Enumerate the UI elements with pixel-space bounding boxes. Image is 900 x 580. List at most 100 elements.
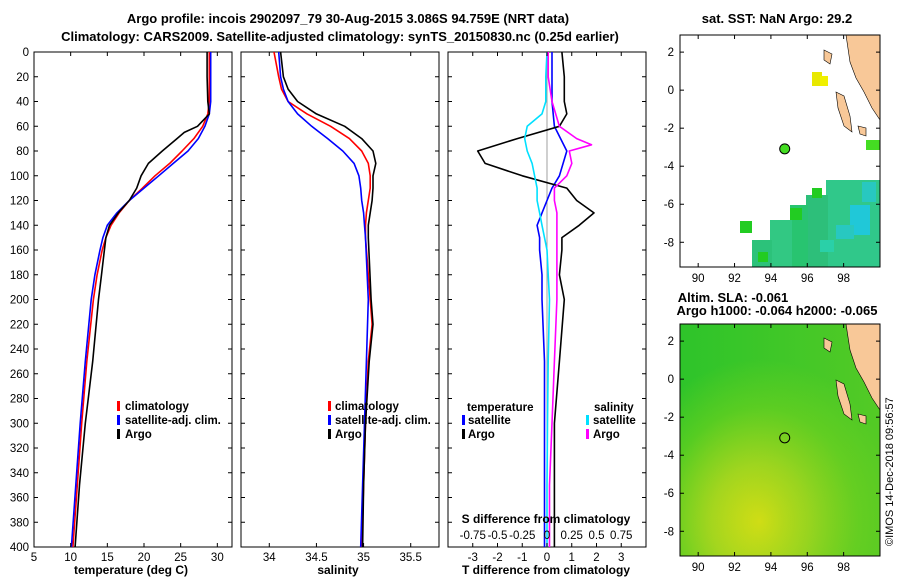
- map-x-tick-label: 94: [765, 562, 778, 574]
- depth-tick-label: 260: [10, 369, 29, 381]
- sla-map-title: Altim. SLA: -0.061: [678, 290, 789, 305]
- x2-tick-label: -0.25: [509, 530, 535, 542]
- depth-tick-label: 360: [10, 493, 29, 505]
- difference-legend: temperature satellite Argo salinity sate…: [462, 402, 636, 441]
- map-x-tick-label: 90: [692, 273, 705, 285]
- legend-argo: Argo: [125, 429, 152, 441]
- sst-pixel: [770, 220, 792, 267]
- legend-swatch-climatology: [117, 401, 120, 411]
- map-y-tick-label: 2: [668, 336, 674, 348]
- salinity-legend: climatology satellite-adj. clim. Argo: [328, 401, 431, 441]
- x-tick-label: 15: [101, 552, 114, 564]
- sst-pixels: [740, 72, 880, 267]
- legend-t-satellite: satellite: [468, 415, 511, 427]
- island-land: [823, 337, 833, 353]
- sla-map-subtitle: Argo h1000: -0.064 h2000: -0.065: [677, 303, 878, 318]
- map-y-tick-label: -8: [664, 526, 674, 538]
- map-x-tick-label: 92: [728, 273, 741, 285]
- x-tick-label: 35: [357, 552, 370, 564]
- map-x-tick-label: 96: [801, 562, 814, 574]
- depth-tick-label: 100: [10, 171, 29, 183]
- x-tick-label: -2: [492, 552, 502, 564]
- imos-credit: ©IMOS 14-Dec-2018 09:56:57: [884, 397, 896, 546]
- map-y-tick-label: -6: [664, 488, 674, 500]
- x-tick-label: -3: [468, 552, 478, 564]
- temperature-legend: climatology satellite-adj. clim. Argo: [117, 401, 221, 441]
- map-x-tick-label: 98: [837, 562, 850, 574]
- series-line-argo: [279, 52, 377, 547]
- x-tick-label: 0: [544, 552, 550, 564]
- sst-pixel: [806, 195, 828, 267]
- sst-pixel: [790, 205, 808, 267]
- legend-satellite-adj: satellite-adj. clim.: [125, 415, 221, 427]
- legend-s-argo: Argo: [593, 429, 620, 441]
- depth-tick-label: 160: [10, 245, 29, 257]
- x-tick-label: 34.5: [305, 552, 327, 564]
- map-y-tick-label: -8: [664, 237, 674, 249]
- x2-tick-label: -0.5: [488, 530, 508, 542]
- map-x-tick-label: 98: [837, 273, 850, 285]
- series-line-s-argo: [547, 52, 593, 547]
- sumatra-land: [845, 35, 880, 121]
- x2-tick-label: 0.5: [589, 530, 605, 542]
- sst-pixel: [790, 208, 802, 220]
- sla-map-frame: [679, 323, 881, 557]
- depth-tick-label: 240: [10, 344, 29, 356]
- map-y-tick-label: -6: [664, 199, 674, 211]
- depth-tick-label: 120: [10, 196, 29, 208]
- sst-map: [680, 35, 880, 267]
- sla-map-axes: 90 92 94 96 98 2 0 -2 -4 -6 -8: [664, 324, 880, 574]
- legend-swatch-s-satellite: [586, 415, 589, 425]
- map-y-tick-label: 2: [668, 47, 674, 59]
- map-x-tick-label: 90: [692, 562, 705, 574]
- x-tick-label: 5: [31, 552, 37, 564]
- salinity-axis-label: salinity: [317, 563, 359, 577]
- legend-swatch-argo: [117, 429, 120, 439]
- depth-tick-label: 380: [10, 517, 29, 529]
- island-land: [823, 49, 833, 65]
- series-line-climatology: [273, 52, 373, 547]
- x2-tick-label: 0.25: [561, 530, 583, 542]
- x-tick-label: 35.5: [400, 552, 422, 564]
- depth-tick-label: 220: [10, 319, 29, 331]
- sst-pixel: [866, 140, 880, 150]
- legend-swatch-argo: [328, 429, 331, 439]
- x2-tick-label: 0: [544, 530, 550, 542]
- sst-argo-marker: [779, 143, 791, 155]
- sst-pixel: [850, 205, 870, 235]
- x-tick-label: 20: [138, 552, 151, 564]
- map-x-tick-label: 96: [801, 273, 814, 285]
- legend-swatch-t-satellite: [462, 415, 465, 425]
- island-land: [835, 91, 853, 133]
- island-land: [835, 379, 853, 421]
- depth-tick-label: 320: [10, 443, 29, 455]
- t-difference-axis-label: T difference from climatology: [462, 563, 630, 577]
- x-tick-label: 1: [569, 552, 575, 564]
- sumatra-land: [845, 324, 880, 411]
- temperature-plot: [70, 52, 212, 547]
- legend-climatology: climatology: [125, 401, 190, 413]
- series-line-s-satellite: [523, 52, 551, 547]
- sst-pixel: [836, 225, 854, 239]
- depth-tick-label: 180: [10, 270, 29, 282]
- depth-tick-label: 200: [10, 295, 29, 307]
- map-x-tick-label: 92: [728, 562, 741, 574]
- depth-axis: 0 20 40 60 80 100 120 140 160 180 200 220 240 260 280 3…: [10, 47, 646, 554]
- map-y-tick-label: -2: [664, 412, 674, 424]
- series-line-t-satellite: [536, 52, 568, 547]
- depth-tick-label: 300: [10, 418, 29, 430]
- salinity-panel-frame: [240, 51, 440, 548]
- temperature-panel-frame: [33, 51, 233, 548]
- series-line-satellite-adj-clim-: [277, 52, 370, 547]
- x-tick-label: 2: [593, 552, 599, 564]
- series-line-argo: [74, 52, 211, 547]
- depth-tick-label: 0: [23, 47, 29, 59]
- sst-pixel: [740, 221, 752, 233]
- x-axes: 5 10 15 20 25 30 34 34.5 35 35.5 -3 -2 -1 0 1 2 3-0.75 -0…: [31, 52, 632, 564]
- difference-plot: [476, 52, 595, 547]
- legend-swatch-t-argo: [462, 429, 465, 439]
- depth-tick-label: 80: [16, 146, 29, 158]
- sst-pixel: [862, 182, 876, 202]
- salinity-plot: [273, 52, 377, 547]
